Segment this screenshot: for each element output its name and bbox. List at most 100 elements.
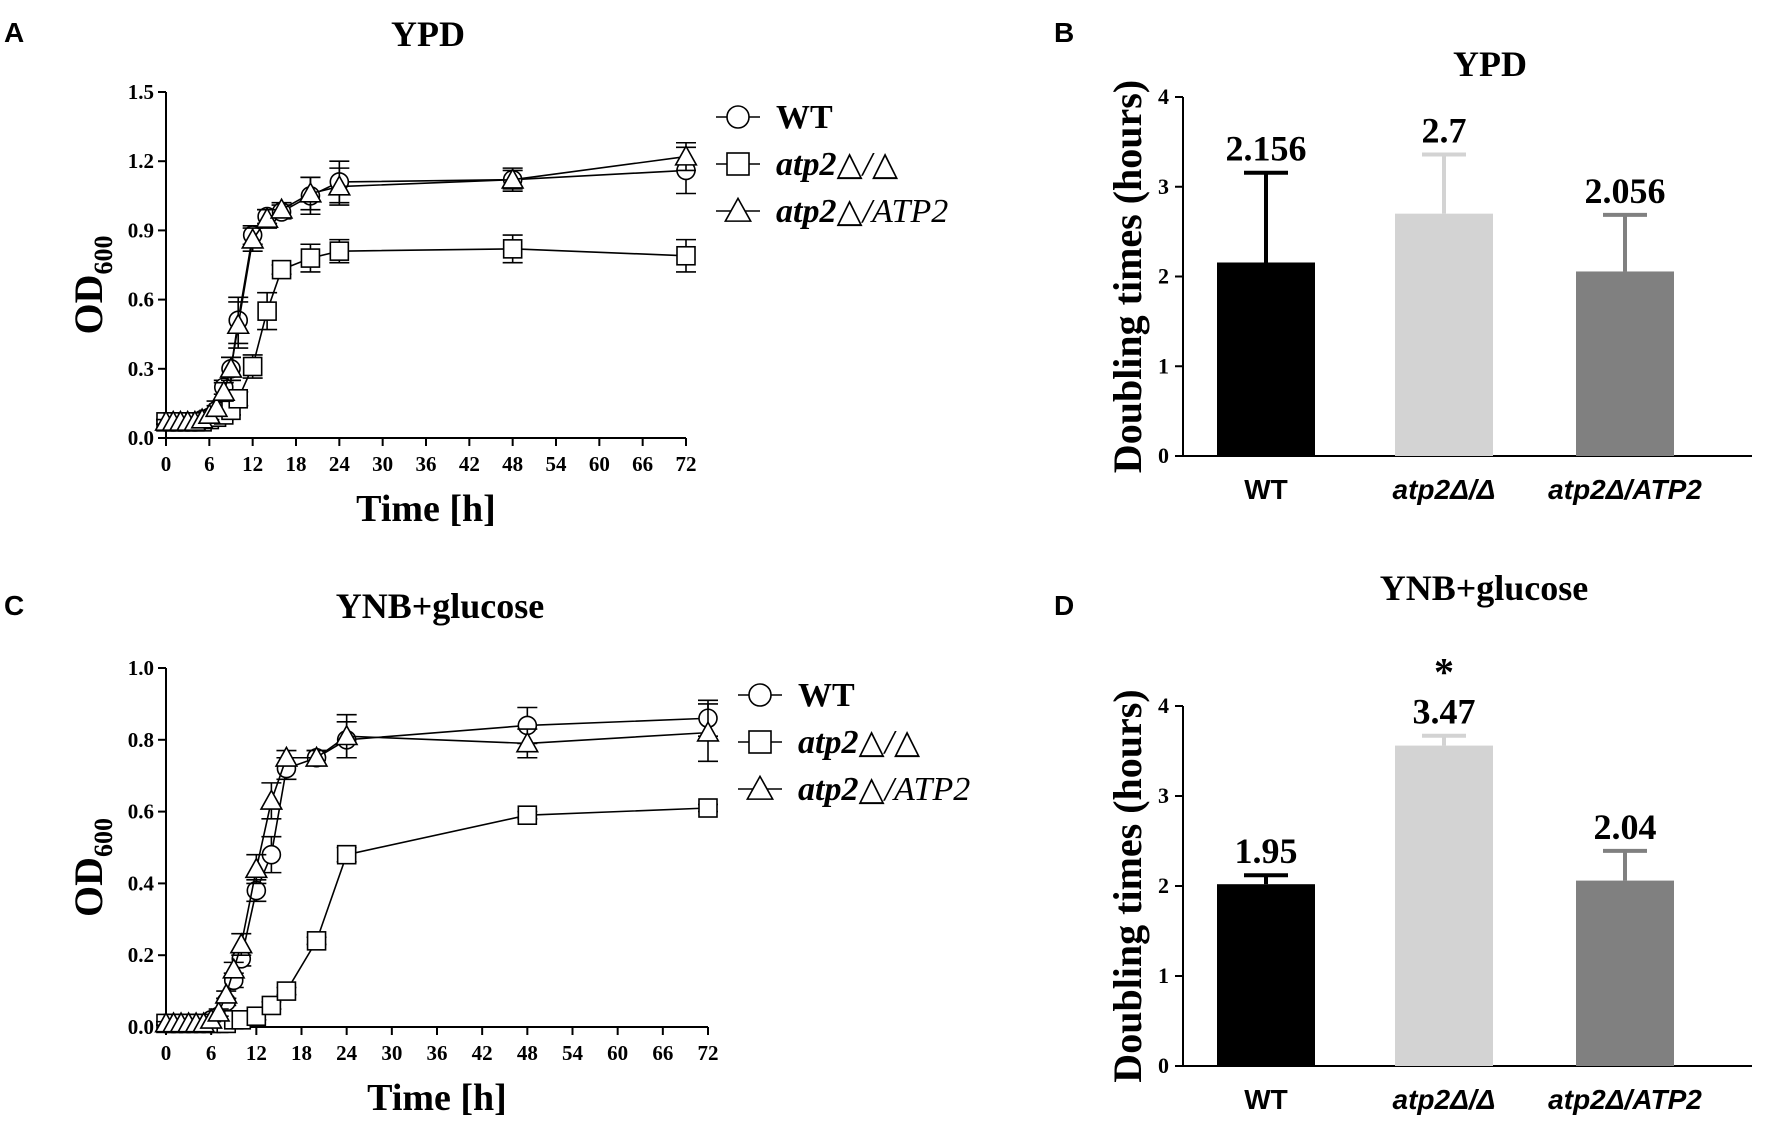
x-axis-label: Time [h] xyxy=(367,1077,507,1119)
y-tick-label: 1 xyxy=(1158,963,1169,988)
y-tick-label: 1.5 xyxy=(128,80,154,104)
data-point xyxy=(229,932,253,954)
x-tick-label: 18 xyxy=(286,452,307,476)
series-circle xyxy=(156,146,696,432)
data-point xyxy=(674,144,698,166)
data-point xyxy=(306,931,327,951)
y-tick-label: 4 xyxy=(1158,693,1169,718)
panel-a-line-chart: YPD 0.0 0.3 0.6 0.9 1.2 1.5 0 6 12 18 24 30 36 42 48 54 6… xyxy=(66,14,948,530)
legend-marker xyxy=(745,774,775,800)
y-axis-label-main: OD xyxy=(66,275,111,335)
category-label: atp2Δ/ATP2 xyxy=(1548,1084,1702,1115)
legend-label-main: WT xyxy=(776,99,833,136)
significance-marker: * xyxy=(1434,650,1454,695)
legend-label-rest: △/ATP2 xyxy=(858,771,970,808)
bar-3 xyxy=(1576,271,1674,456)
x-tick-label: 72 xyxy=(698,1041,719,1065)
data-point xyxy=(334,724,359,746)
series-circle xyxy=(156,699,718,1034)
x-tick-label: 30 xyxy=(381,1041,402,1065)
panel-letter-a: A xyxy=(4,17,24,48)
value-label: 2.056 xyxy=(1585,171,1666,211)
y-axis-label: OD600 xyxy=(66,236,118,335)
y-tick-label: 1.0 xyxy=(128,656,154,680)
panel-letter-c: C xyxy=(4,590,24,621)
legend-label-rest: △/ATP2 xyxy=(836,193,948,230)
data-point xyxy=(696,720,720,742)
x-tick-label: 18 xyxy=(291,1041,312,1065)
y-tick-label: 0.0 xyxy=(128,426,154,450)
panel-d-bar-chart: YNB+glucose 0 1 2 3 4 Doubling times (hours) 1.… xyxy=(1105,568,1752,1115)
data-point xyxy=(259,788,284,810)
legend-marker xyxy=(748,683,772,707)
x-tick-label: 12 xyxy=(246,1041,267,1065)
data-point xyxy=(329,241,350,261)
y-axis-label: Doubling times (hours) xyxy=(1105,689,1150,1082)
legend-label: WT xyxy=(776,99,833,136)
category-label: atp2Δ/ATP2 xyxy=(1548,474,1702,505)
data-point xyxy=(242,356,263,377)
y-tick-label: 3 xyxy=(1158,174,1169,199)
x-tick-label: 72 xyxy=(676,452,697,476)
y-tick-label: 0.8 xyxy=(128,728,154,752)
value-label: 3.47 xyxy=(1413,692,1476,732)
panel-letter-b: B xyxy=(1054,17,1074,48)
y-axis-label-subscript: 600 xyxy=(89,818,118,857)
x-tick-label: 36 xyxy=(427,1041,448,1065)
x-tick-label: 60 xyxy=(589,452,610,476)
x-tick-label: 60 xyxy=(607,1041,628,1065)
x-tick-label: 48 xyxy=(502,452,523,476)
data-point xyxy=(276,981,297,1001)
x-tick-label: 0 xyxy=(161,1041,172,1065)
y-tick-label: 2 xyxy=(1158,264,1169,289)
y-tick-label: 0.9 xyxy=(128,218,154,242)
y-tick-label: 0.3 xyxy=(128,357,154,381)
legend-label-rest: △/△ xyxy=(836,146,899,183)
x-tick-label: 12 xyxy=(242,452,263,476)
y-tick-label: 1.2 xyxy=(128,149,154,173)
bar-2 xyxy=(1395,745,1493,1066)
data-point xyxy=(206,1000,231,1022)
x-tick-label: 30 xyxy=(372,452,393,476)
legend-marker xyxy=(723,196,753,222)
category-label: WT xyxy=(1244,474,1288,505)
legend-label-main: WT xyxy=(798,677,855,714)
chart-title: YPD xyxy=(1453,44,1527,84)
data-point xyxy=(214,982,238,1004)
legend-label: atp2△/ATP2 xyxy=(776,193,948,230)
legend-label-main: atp2 xyxy=(798,771,858,808)
chart-title: YPD xyxy=(391,14,465,54)
data-point xyxy=(212,379,236,401)
series-triangle xyxy=(154,703,720,1033)
legend-label: atp2△/△ xyxy=(798,724,921,761)
legend-item-circle: WT xyxy=(716,99,833,136)
data-point xyxy=(502,239,523,259)
legend-item-circle: WT xyxy=(738,677,855,714)
legend-item-square: atp2△/△ xyxy=(738,724,921,761)
x-tick-label: 6 xyxy=(204,452,215,476)
data-point xyxy=(336,844,357,865)
data-point xyxy=(517,805,538,825)
panel-b-bar-chart: YPD 0 1 2 3 4 Doubling times (hours) 2.156 WT 2.7… xyxy=(1105,44,1752,505)
data-point xyxy=(226,312,250,335)
legend-label-main: atp2 xyxy=(776,193,836,230)
value-label: 1.95 xyxy=(1235,831,1298,871)
y-tick-label: 0.0 xyxy=(128,1015,154,1039)
y-axis-label: OD600 xyxy=(66,818,118,917)
y-tick-label: 3 xyxy=(1158,783,1169,808)
x-axis-label: Time [h] xyxy=(356,488,496,530)
data-point xyxy=(261,995,282,1016)
y-tick-label: 1 xyxy=(1158,353,1169,378)
x-tick-label: 36 xyxy=(416,452,437,476)
x-tick-label: 6 xyxy=(206,1041,217,1065)
legend-label: atp2△/ATP2 xyxy=(798,771,970,808)
value-label: 2.7 xyxy=(1422,110,1467,150)
data-point xyxy=(515,731,540,753)
data-point xyxy=(698,798,718,818)
bar-1 xyxy=(1217,262,1315,456)
bar-3 xyxy=(1576,880,1674,1066)
y-axis-label: Doubling times (hours) xyxy=(1105,80,1150,473)
panel-c-line-chart: YNB+glucose 0.0 0.2 0.4 0.6 0.8 1.0 0 6 12 18 24 30 3… xyxy=(66,586,970,1119)
legend-label-main: atp2 xyxy=(776,146,836,183)
legend-item-triangle: atp2△/ATP2 xyxy=(716,193,948,230)
